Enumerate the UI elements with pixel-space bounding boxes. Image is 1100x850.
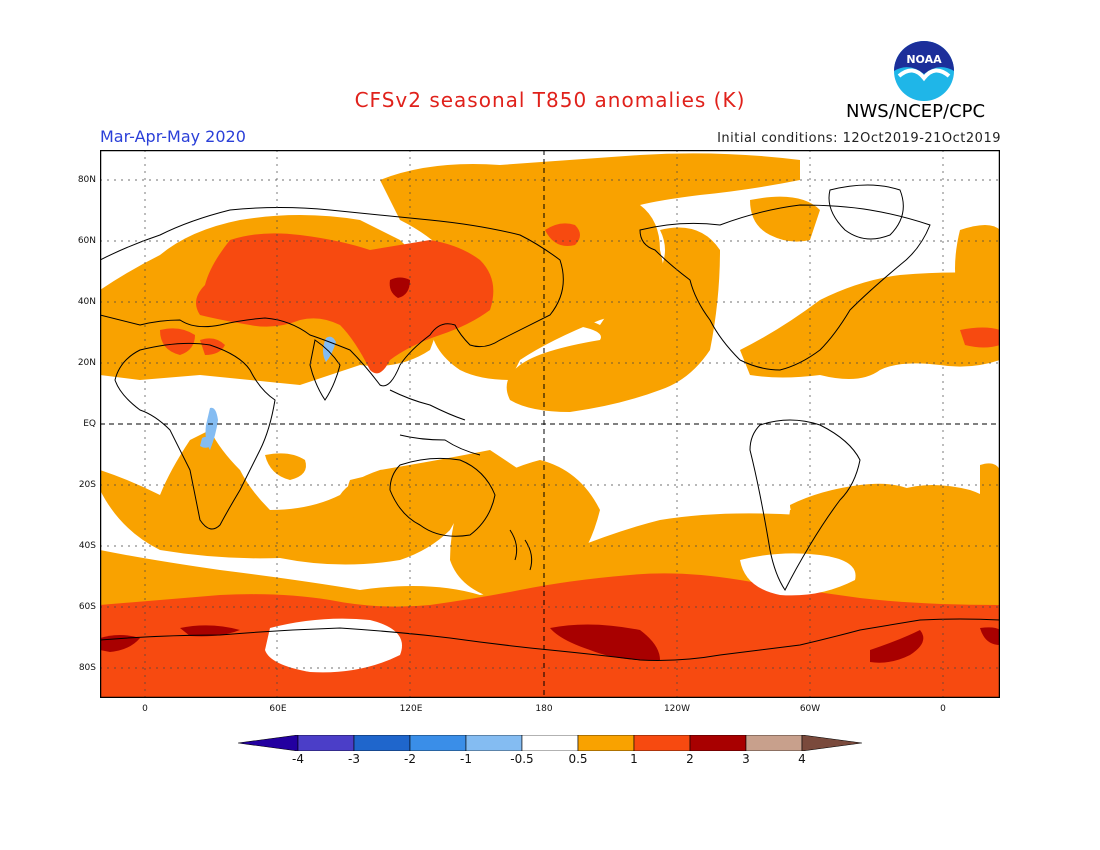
initial-conditions-label: Initial conditions: 12Oct2019-21Oct2019: [717, 131, 1001, 146]
colorbar: [238, 735, 862, 751]
lat-label-eq: EQ: [83, 419, 96, 429]
colorbar-bin: [633, 735, 691, 751]
colorbar-bin: [409, 735, 467, 751]
lat-label-20n: 20N: [77, 358, 96, 368]
colorbar-label: -0.5: [510, 752, 534, 766]
anomaly-map: [100, 150, 1000, 698]
colorbar-bin: [353, 735, 411, 751]
lon-label-0: 0: [142, 704, 148, 714]
colorbar-label: 4: [798, 752, 806, 766]
reference-lines: [100, 150, 1000, 698]
colorbar-bin: [297, 735, 355, 751]
lat-label-20s: 20S: [78, 480, 96, 490]
lat-label-60n: 60N: [77, 236, 96, 246]
colorbar-arrow-right: [801, 735, 862, 751]
colorbar-bin: [689, 735, 747, 751]
lat-label-60s: 60S: [78, 602, 96, 612]
colorbar-bin: [577, 735, 635, 751]
noaa-logo: NOAA: [894, 41, 954, 101]
colorbar-label: -2: [404, 752, 416, 766]
anomaly-region-neutral: [265, 553, 856, 673]
lat-label-40s: 40S: [78, 541, 96, 551]
colorbar-label: -4: [292, 752, 304, 766]
lon-label-0-right: 0: [940, 704, 946, 714]
colorbar-label: -1: [460, 752, 472, 766]
colorbar-arrow-left: [238, 735, 299, 751]
colorbar-label: 3: [742, 752, 750, 766]
colorbar-label: -3: [348, 752, 360, 766]
lon-label-60w: 60W: [799, 704, 821, 714]
lat-label-40n: 40N: [77, 297, 96, 307]
lon-label-120e: 120E: [399, 704, 423, 714]
colorbar-label: 2: [686, 752, 694, 766]
season-label: Mar-Apr-May 2020: [100, 127, 246, 146]
lat-label-80s: 80S: [78, 663, 96, 673]
colorbar-bin: [745, 735, 803, 751]
colorbar-label: 0.5: [568, 752, 588, 766]
colorbar-bin: [465, 735, 523, 751]
anomaly-region-2-3: [100, 277, 1000, 663]
lat-label-80n: 80N: [77, 175, 96, 185]
lon-label-120w: 120W: [663, 704, 691, 714]
lon-label-60e: 60E: [269, 704, 287, 714]
coastlines: [100, 184, 1000, 661]
map-frame: [100, 150, 1000, 698]
colorbar-bin: [521, 735, 579, 751]
map-title: CFSv2 seasonal T850 anomalies (K): [354, 88, 746, 112]
colorbar-label: 1: [630, 752, 638, 766]
agency-label: NWS/NCEP/CPC: [846, 101, 986, 122]
lon-label-180: 180: [535, 704, 553, 714]
noaa-logo-text: NOAA: [906, 53, 942, 66]
